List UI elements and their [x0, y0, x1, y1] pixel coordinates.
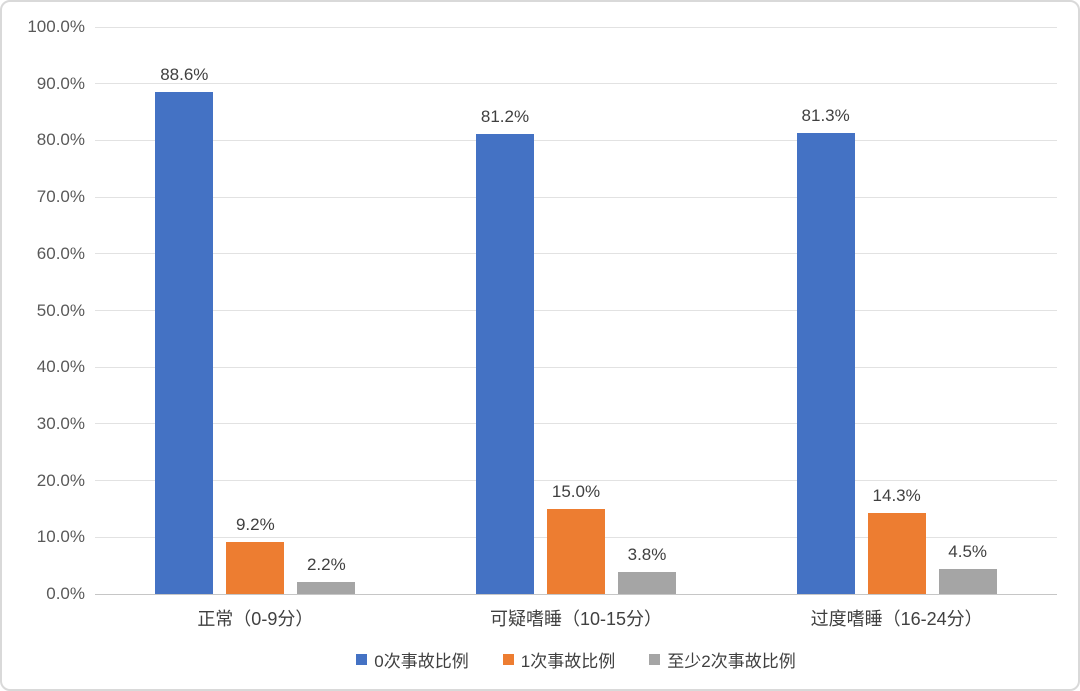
- legend-item: 1次事故比例: [502, 647, 616, 672]
- y-axis-tick-label: 50.0%: [36, 300, 85, 320]
- legend-color-swatch-icon: [502, 654, 514, 665]
- bar-series1-group2: [867, 512, 926, 594]
- category-label: 可疑嗜睡（10-15分）: [489, 609, 663, 629]
- bar-data-label: 14.3%: [872, 485, 921, 505]
- legend-color-swatch-icon: [356, 654, 368, 665]
- bar-series2-group1: [618, 572, 676, 594]
- bar-series0-group1: [476, 133, 534, 594]
- bar-data-label: 9.2%: [235, 514, 275, 534]
- bar-data-label: 15.0%: [551, 481, 601, 501]
- y-axis-tick-label: 30.0%: [36, 413, 85, 433]
- legend-item: 0次事故比例: [356, 647, 469, 672]
- category-label: 过度嗜睡（16-24分）: [810, 609, 983, 629]
- y-axis-tick-label: 90.0%: [36, 73, 85, 93]
- gridline: [95, 366, 1057, 368]
- x-axis-baseline: [95, 593, 1057, 595]
- y-axis-tick-label: 10.0%: [36, 527, 85, 547]
- bar-data-label: 81.3%: [801, 106, 850, 126]
- gridline: [95, 196, 1057, 198]
- y-axis-tick-label: 40.0%: [36, 357, 85, 377]
- legend-color-swatch-icon: [649, 654, 661, 665]
- legend: 0次事故比例 1次事故比例 至少2次事故比例: [95, 647, 1057, 672]
- gridline: [95, 139, 1057, 141]
- gridline: [95, 423, 1057, 425]
- bar-series1-group0: [226, 541, 285, 594]
- gridline: [95, 253, 1057, 255]
- bar-data-label: 4.5%: [948, 541, 988, 561]
- bar-series0-group0: [155, 91, 214, 594]
- gridline: [95, 480, 1057, 482]
- legend-label: 0次事故比例: [374, 652, 469, 671]
- y-axis-tick-label: 0.0%: [46, 584, 85, 603]
- y-axis-tick-label: 80.0%: [36, 130, 85, 150]
- category-label: 正常（0-9分）: [197, 609, 314, 629]
- legend-label: 1次事故比例: [520, 652, 616, 671]
- bar-data-label: 88.6%: [160, 64, 209, 84]
- legend-label: 至少2次事故比例: [667, 652, 796, 671]
- bar-data-label: 81.2%: [480, 106, 530, 126]
- bar-series2-group0: [297, 581, 356, 594]
- bar-series1-group1: [547, 508, 605, 594]
- gridline: [95, 26, 1057, 28]
- y-axis-tick-label: 60.0%: [36, 243, 85, 263]
- bar-series2-group2: [938, 568, 997, 594]
- legend-item: 至少2次事故比例: [649, 647, 796, 672]
- bar-series0-group2: [796, 133, 855, 594]
- y-axis-tick-label: 70.0%: [36, 187, 85, 207]
- plot-area: 88.6% 9.2% 2.2% 81.2% 15.0% 3.8% 81.3% 14.3% 4.5…: [95, 26, 1057, 595]
- bar-data-label: 2.2%: [306, 554, 346, 574]
- gridline: [95, 83, 1057, 85]
- y-axis-tick-label: 20.0%: [36, 470, 85, 490]
- bar-data-label: 3.8%: [627, 545, 667, 565]
- y-axis-tick-label: 100.0%: [27, 17, 85, 36]
- gridline: [95, 310, 1057, 311]
